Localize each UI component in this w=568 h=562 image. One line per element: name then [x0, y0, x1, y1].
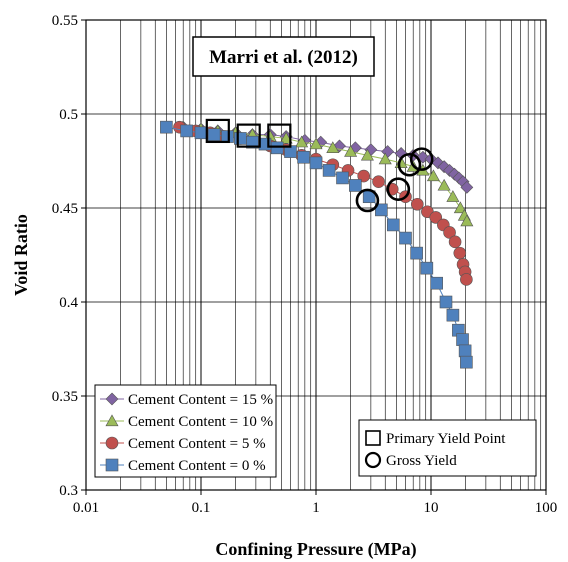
legend-marker — [105, 458, 119, 472]
gross-yield-marker — [355, 188, 380, 213]
yield-legend-label: Gross Yield — [386, 453, 457, 469]
primary-yield-marker — [267, 123, 292, 148]
data-point — [446, 308, 460, 322]
data-point — [430, 276, 443, 290]
data-point — [297, 150, 310, 164]
x-tick-label: 100 — [535, 500, 558, 516]
data-point — [378, 152, 392, 165]
data-point — [279, 131, 293, 144]
gross-yield-marker — [397, 152, 422, 177]
data-point — [458, 344, 472, 358]
x-tick-label: 10 — [424, 500, 439, 516]
data-point — [375, 203, 388, 217]
y-tick-label: 0.45 — [52, 201, 78, 217]
series-line — [166, 126, 467, 363]
series-group — [160, 120, 473, 369]
data-point — [460, 273, 473, 286]
y-tick-label: 0.5 — [59, 107, 78, 123]
data-point — [207, 128, 221, 141]
y-tick-label: 0.4 — [59, 295, 78, 311]
data-point — [453, 201, 467, 214]
data-point — [357, 169, 371, 183]
legend-label: Cement Content = 0 % — [128, 458, 266, 474]
legend-marker — [105, 414, 119, 427]
legend-gross-yield-marker — [364, 451, 382, 469]
data-point — [160, 120, 173, 134]
data-point — [460, 355, 473, 369]
data-point — [270, 141, 284, 155]
data-point — [360, 148, 374, 161]
data-point — [453, 246, 467, 260]
data-point — [309, 156, 323, 170]
yield-legend: Primary Yield Point Gross Yield — [358, 419, 537, 477]
gross-yield-marker — [386, 177, 411, 201]
series-legend: Cement Content = 15 % Cement Content = 10… — [94, 384, 277, 478]
series-legend-box — [94, 384, 277, 478]
primary-yield-marker — [236, 123, 261, 148]
data-point — [349, 179, 362, 192]
data-point — [372, 175, 385, 188]
data-point — [399, 231, 412, 245]
data-point — [410, 197, 424, 211]
x-axis-title: Confining Pressure (MPa) — [215, 539, 416, 560]
yield-legend-box — [358, 419, 537, 477]
data-point — [460, 214, 474, 227]
data-point — [448, 235, 462, 249]
data-point — [326, 141, 340, 153]
series-layer — [160, 120, 474, 369]
y-tick-label: 0.55 — [52, 13, 78, 29]
data-point — [426, 169, 440, 182]
data-point — [460, 180, 474, 194]
y-axis-title: Void Ratio — [11, 214, 31, 296]
yield-legend-label: Primary Yield Point — [386, 431, 506, 447]
x-tick-label: 0.01 — [73, 500, 99, 516]
data-point — [443, 226, 456, 239]
chart-title: Marri et al. (2012) — [209, 47, 358, 68]
data-point — [336, 171, 349, 185]
data-point — [456, 333, 469, 346]
axis-ticks: 0.01 0.1 1 10 100 0.3 0.35 0.4 0.45 0.5 0.55 — [52, 13, 558, 516]
legend-label: Cement Content = 10 % — [128, 414, 273, 430]
chart-title-box: Marri et al. (2012) — [192, 36, 375, 77]
data-point — [386, 218, 400, 232]
legend-marker — [105, 392, 119, 406]
data-point — [234, 132, 247, 145]
legend-primary-yield-marker — [365, 430, 381, 446]
y-tick-label: 0.3 — [59, 483, 78, 499]
data-point — [439, 295, 453, 309]
data-point — [410, 246, 423, 260]
data-point — [322, 164, 336, 177]
data-point — [309, 137, 323, 150]
x-tick-label: 0.1 — [192, 500, 211, 516]
legend-label: Cement Content = 5 % — [128, 436, 266, 452]
data-point — [180, 124, 193, 138]
data-point — [437, 178, 451, 191]
y-tick-label: 0.35 — [52, 389, 78, 405]
data-point — [295, 135, 309, 148]
data-point — [194, 126, 208, 140]
legend-marker — [105, 436, 119, 450]
gross-yield-marker — [409, 147, 434, 171]
annotation-layer — [205, 118, 434, 213]
data-point — [344, 144, 358, 157]
data-point — [221, 130, 234, 143]
legend-label: Cement Content = 15 % — [128, 392, 273, 408]
data-point — [420, 261, 434, 275]
data-point — [246, 135, 259, 149]
x-tick-label: 1 — [312, 500, 320, 516]
data-point — [429, 211, 443, 224]
data-point — [446, 190, 460, 202]
primary-yield-marker — [205, 118, 230, 144]
